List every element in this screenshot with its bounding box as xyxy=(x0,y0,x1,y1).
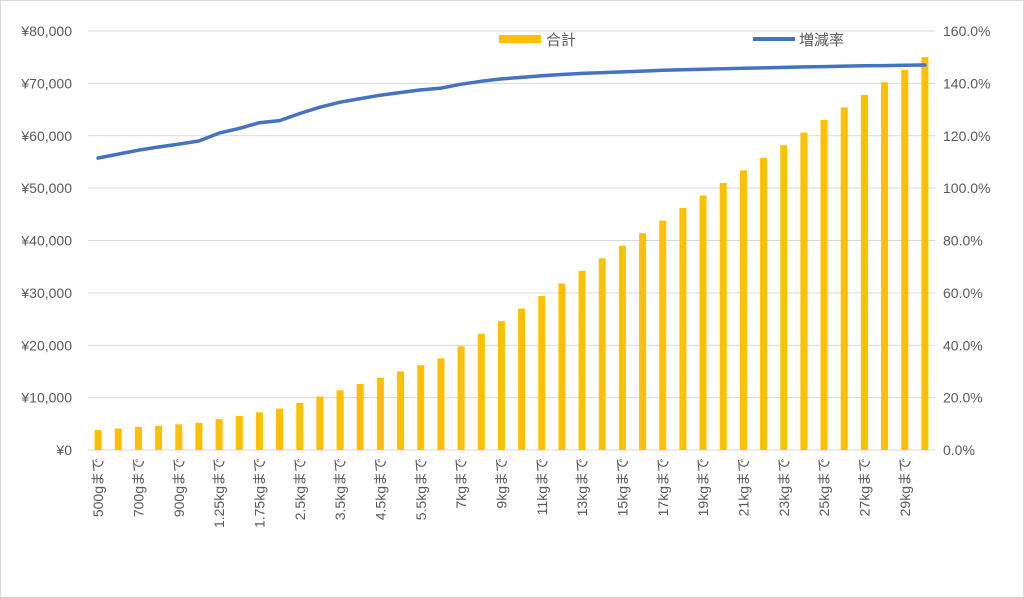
bar xyxy=(760,157,768,450)
category-label: 15kgまで xyxy=(614,458,630,516)
right-tick-label: 60.0% xyxy=(943,285,983,301)
bar xyxy=(316,396,324,450)
right-axis-tick-labels: 0.0% 20.0% 40.0% 60.0% 80.0% 100.0% 120.0% 140.… xyxy=(943,23,990,458)
bar xyxy=(578,270,586,450)
bar xyxy=(336,390,344,450)
bar xyxy=(417,365,425,450)
bar xyxy=(497,321,505,450)
right-tick-label: 120.0% xyxy=(943,128,990,144)
category-label: 700gまで xyxy=(130,458,146,517)
change-rate-line xyxy=(96,63,927,160)
left-tick-label: ¥30,000 xyxy=(20,285,72,301)
bar xyxy=(921,57,929,450)
category-label: 11kgまで xyxy=(534,458,550,515)
gridlines xyxy=(88,30,935,451)
bar xyxy=(820,120,828,450)
category-label: 5.5kgまで xyxy=(413,458,429,520)
category-label: 2.5kgまで xyxy=(292,458,308,520)
category-label: 29kgまで xyxy=(897,458,913,516)
category-label: 19kgまで xyxy=(695,458,711,516)
bar xyxy=(659,220,667,450)
bar xyxy=(860,94,868,451)
bar xyxy=(397,371,405,450)
bar xyxy=(437,358,445,450)
legend: 合計 増減率 xyxy=(499,32,844,49)
bar xyxy=(356,384,364,450)
category-label: 7kgまで xyxy=(453,458,469,509)
bar xyxy=(598,258,606,450)
category-label: 23kgまで xyxy=(776,458,792,516)
legend-swatch-total xyxy=(499,35,541,43)
bar-series-total xyxy=(94,57,929,451)
category-label: 13kgまで xyxy=(574,458,590,516)
right-tick-label: 160.0% xyxy=(943,23,990,39)
bar xyxy=(114,428,122,450)
bar xyxy=(175,424,183,450)
bar xyxy=(538,296,546,450)
bar xyxy=(134,426,142,450)
legend-label-total: 合計 xyxy=(546,32,576,49)
category-label: 1.25kgまで xyxy=(211,458,227,528)
left-tick-label: ¥80,000 xyxy=(20,23,72,39)
left-tick-label: ¥70,000 xyxy=(20,75,72,91)
category-label: 21kgまで xyxy=(735,458,751,516)
category-label: 4.5kgまで xyxy=(372,458,388,520)
bar xyxy=(376,377,384,450)
bar xyxy=(780,145,788,451)
legend-label-change-rate: 増減率 xyxy=(799,32,844,49)
right-tick-label: 0.0% xyxy=(943,442,975,458)
bar xyxy=(518,308,526,450)
bar xyxy=(457,346,465,450)
right-tick-label: 80.0% xyxy=(943,233,983,249)
bar xyxy=(477,333,485,450)
left-tick-label: ¥10,000 xyxy=(20,390,72,406)
bar xyxy=(94,430,102,450)
right-tick-label: 20.0% xyxy=(943,390,983,406)
category-label: 25kgまで xyxy=(816,458,832,516)
category-label: 3.5kgまで xyxy=(332,458,348,520)
category-axis-labels: 500gまで 700gまで 900gまで 1.25kgまで 1.75kgまで 2.5kgま… xyxy=(90,458,913,528)
bar xyxy=(699,195,707,450)
category-label: 17kgまで xyxy=(655,458,671,516)
bar xyxy=(215,419,223,450)
bar xyxy=(235,415,243,450)
left-tick-label: ¥50,000 xyxy=(20,180,72,196)
bar xyxy=(719,182,727,450)
bar xyxy=(639,233,647,450)
line-series-change-rate xyxy=(96,63,927,160)
bar xyxy=(739,170,747,450)
category-label: 900gまで xyxy=(171,458,187,517)
category-label: 500gまで xyxy=(90,458,106,517)
right-tick-label: 40.0% xyxy=(943,337,983,353)
bar xyxy=(840,107,848,450)
left-tick-label: ¥0 xyxy=(55,442,72,458)
right-tick-label: 100.0% xyxy=(943,180,990,196)
bar xyxy=(618,245,626,450)
left-tick-label: ¥20,000 xyxy=(20,337,72,353)
right-tick-label: 140.0% xyxy=(943,75,990,91)
bar xyxy=(558,283,566,450)
left-tick-label: ¥40,000 xyxy=(20,233,72,249)
left-tick-label: ¥60,000 xyxy=(20,128,72,144)
bar xyxy=(296,402,304,450)
category-label: 1.75kgまで xyxy=(251,458,267,528)
bar xyxy=(901,69,909,450)
category-label: 27kgまで xyxy=(856,458,872,516)
bar xyxy=(195,422,203,450)
bar xyxy=(155,425,163,450)
bar xyxy=(276,408,284,450)
bar xyxy=(800,132,808,451)
bar xyxy=(255,412,263,450)
category-label: 9kgまで xyxy=(493,458,509,509)
bar xyxy=(679,208,687,450)
left-axis-tick-labels: ¥0 ¥10,000 ¥20,000 ¥30,000 ¥40,000 ¥50,000 ¥60… xyxy=(20,23,72,458)
bar xyxy=(881,82,889,450)
